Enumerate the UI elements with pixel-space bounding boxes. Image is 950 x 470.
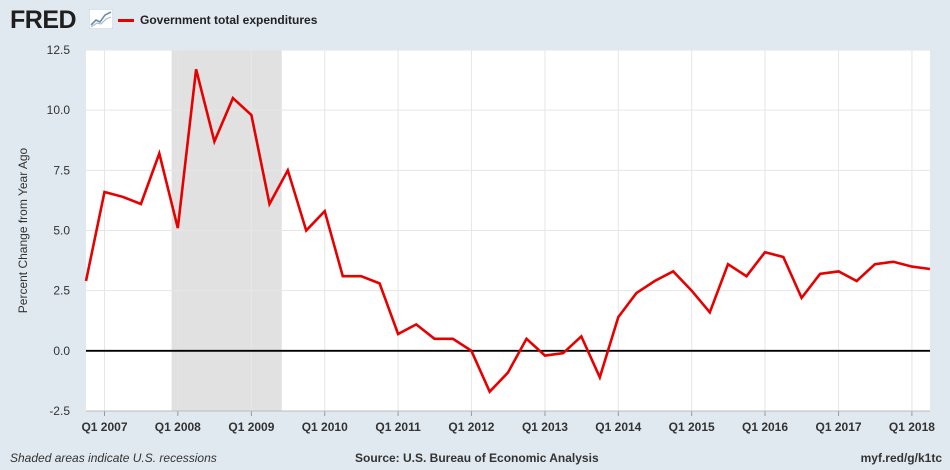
x-tick-label: Q1 2017 [816, 420, 862, 434]
x-tick-label: Q1 2009 [228, 420, 274, 434]
fred-graph-icon [89, 9, 113, 29]
y-tick-label: 5.0 [53, 224, 70, 238]
y-tick-label: 2.5 [53, 284, 70, 298]
x-tick-label: Q1 2007 [81, 420, 127, 434]
legend-label: Government total expenditures [140, 13, 318, 27]
x-tick-label: Q1 2011 [375, 420, 421, 434]
x-tick-label: Q1 2016 [742, 420, 788, 434]
y-tick-label: -2.5 [49, 404, 70, 418]
chart-legend: Government total expenditures [118, 12, 317, 28]
x-tick-label: Q1 2014 [595, 420, 641, 434]
y-tick-label: 10.0 [47, 103, 71, 117]
x-tick-label: Q1 2015 [669, 420, 715, 434]
short-link[interactable]: myf.red/g/k1tc [860, 451, 942, 465]
x-tick-label: Q1 2018 [889, 420, 935, 434]
recession-note: Shaded areas indicate U.S. recessions [10, 451, 217, 465]
x-tick-label: Q1 2010 [302, 420, 348, 434]
x-tick-label: Q1 2012 [448, 420, 494, 434]
x-tick-label: Q1 2013 [522, 420, 568, 434]
y-tick-label: 12.5 [47, 43, 71, 57]
y-tick-label: 0.0 [53, 344, 70, 358]
x-tick-label: Q1 2008 [155, 420, 201, 434]
fred-logo[interactable]: FRED [10, 6, 77, 34]
y-tick-label: 7.5 [53, 163, 70, 177]
chart-header: FRED Government total expenditures [0, 0, 950, 40]
y-axis-title: Percent Change from Year Ago [16, 147, 30, 313]
legend-swatch [118, 18, 134, 22]
source-note: Source: U.S. Bureau of Economic Analysis [355, 451, 599, 465]
